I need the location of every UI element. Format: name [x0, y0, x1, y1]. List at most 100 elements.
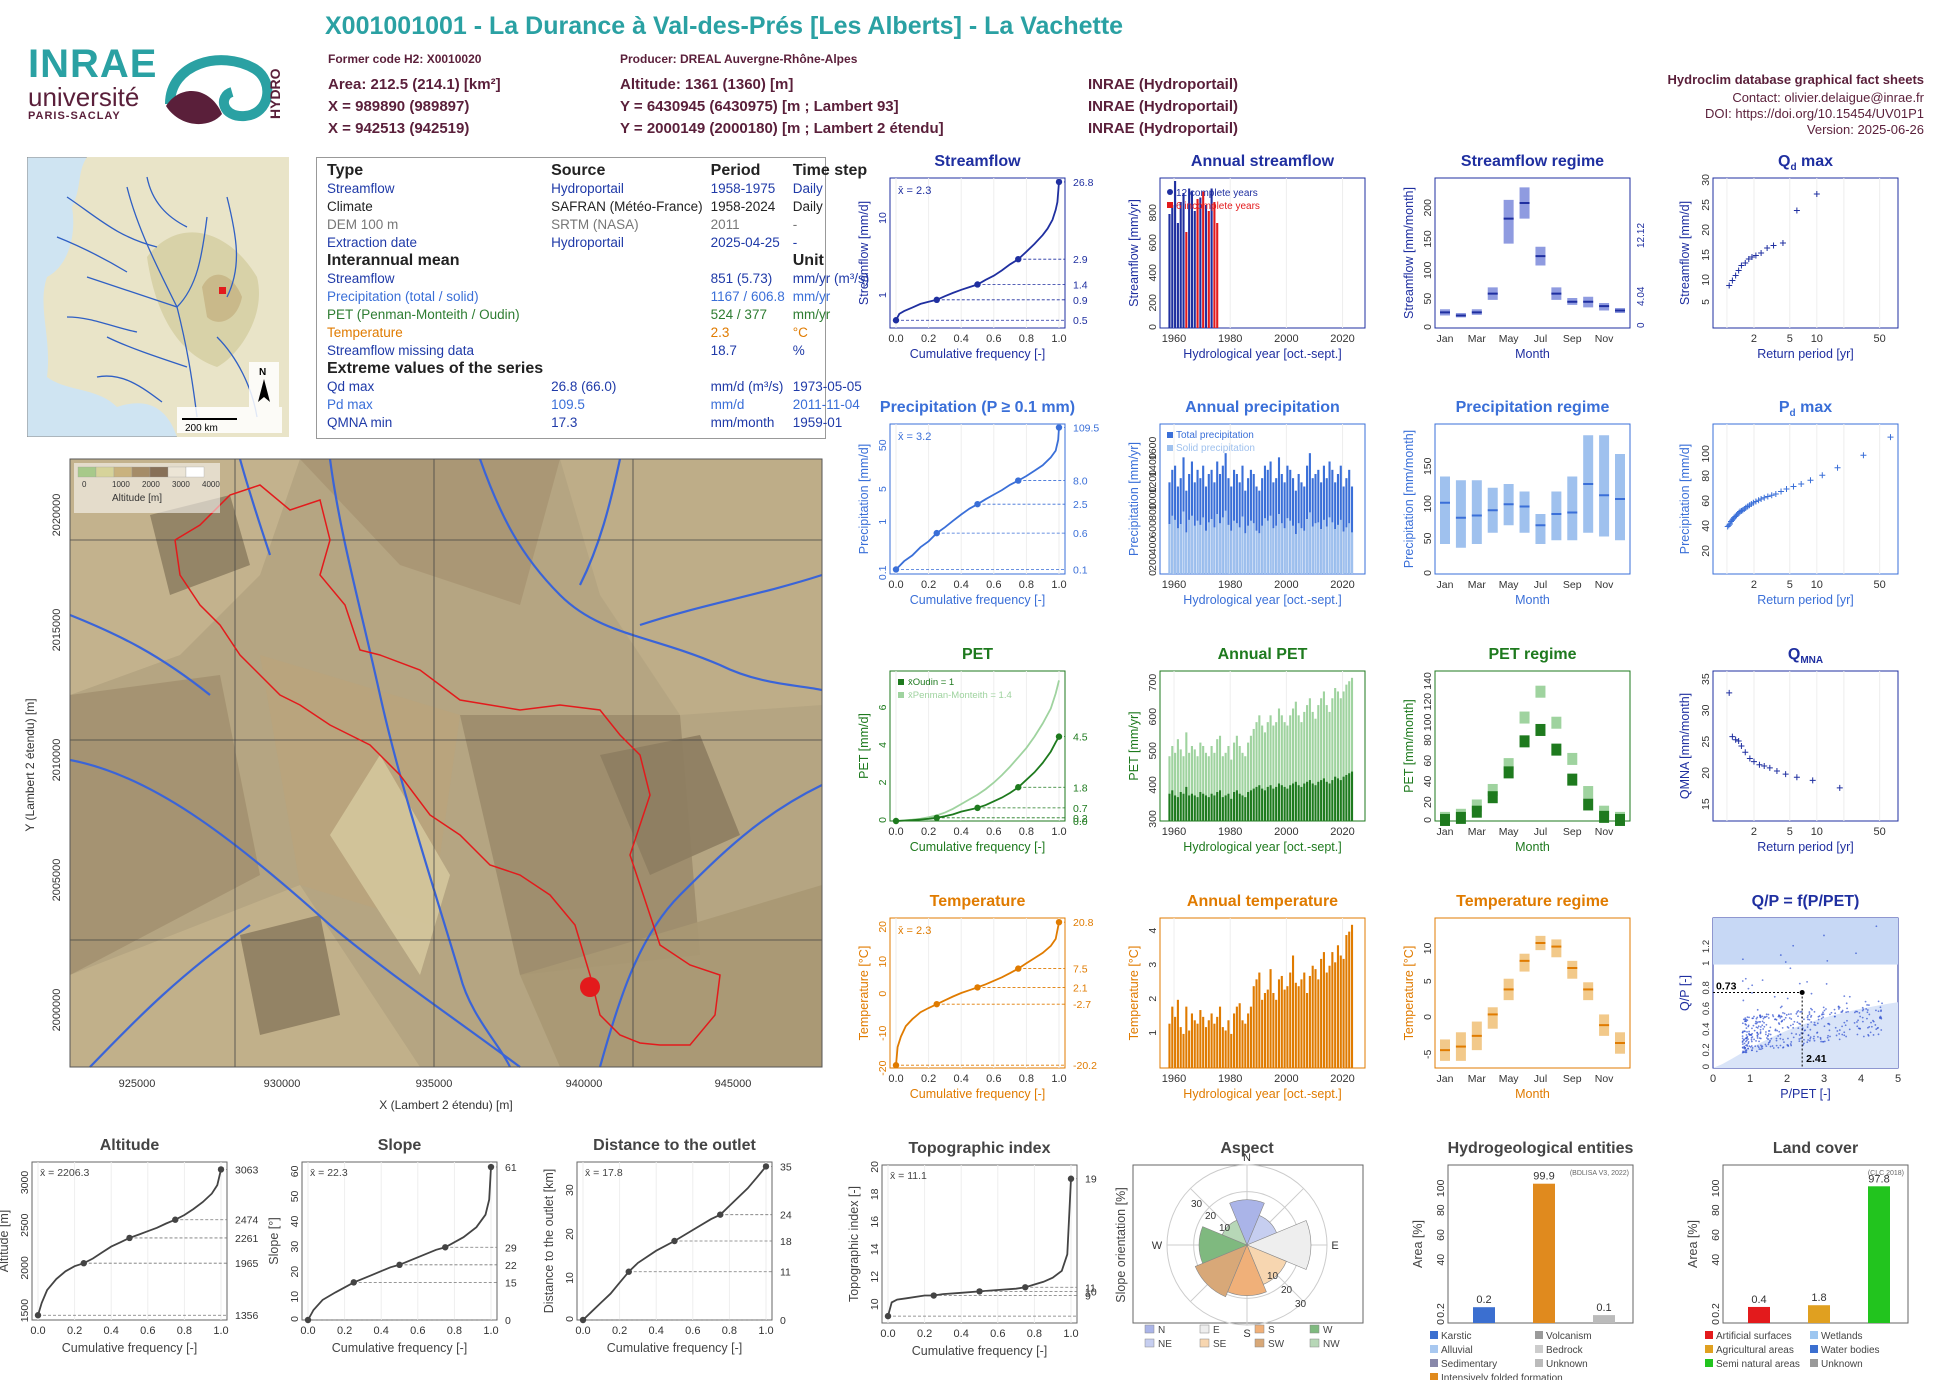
x-tick: 0.8 — [1019, 1073, 1034, 1085]
altitude-legend-swatch — [95, 466, 115, 478]
annual-bar — [1185, 232, 1188, 328]
y-tick: -10 — [877, 1025, 889, 1040]
annual-bar — [1202, 191, 1205, 328]
mean-row-cell: % — [792, 343, 805, 358]
annual-bar-solid — [1199, 524, 1202, 574]
daily-point — [1841, 1033, 1844, 1036]
annual-bar — [1213, 1023, 1216, 1068]
daily-point — [1833, 1008, 1836, 1011]
annual-bar-pm — [1235, 735, 1238, 821]
annual-bar-pm — [1193, 749, 1196, 821]
daily-point — [1782, 1011, 1784, 1014]
x-axis-label: Cumulative frequency [-] — [910, 593, 1045, 607]
chart-title: Land cover — [1773, 1140, 1858, 1157]
y-tick: 30 — [564, 1184, 576, 1196]
daily-point — [1747, 1024, 1750, 1027]
regime-box-pm — [1551, 716, 1562, 729]
y-tick: 80 — [1710, 1204, 1722, 1216]
y-tick: 0.6 — [1701, 1002, 1712, 1015]
daily-point — [1872, 1020, 1875, 1023]
annual-bar-solid — [1241, 516, 1244, 574]
quantile-marker — [762, 1163, 770, 1170]
annual-bar-total — [1317, 469, 1320, 574]
x-axis-label: Cumulative frequency [-] — [910, 1087, 1045, 1101]
annual-bar-solid — [1193, 525, 1196, 574]
x-tick: 1.0 — [1051, 333, 1066, 345]
daily-point — [1787, 1037, 1789, 1040]
quantile-marker — [974, 281, 981, 288]
annual-bar-oudin — [1306, 781, 1309, 821]
annual-bar — [1320, 958, 1323, 1068]
daily-point — [1796, 1011, 1799, 1013]
regime-box-oudin — [1583, 798, 1594, 811]
y-tick: 50 — [877, 439, 889, 451]
annual-bar-pm — [1336, 691, 1340, 821]
daily-point — [1785, 1014, 1788, 1016]
y-tick: 0 — [1422, 324, 1434, 330]
terrain-shade — [70, 675, 260, 975]
annual-bar — [1261, 999, 1264, 1068]
y-tick: -5 — [1422, 1050, 1434, 1059]
return-point — [1752, 498, 1759, 505]
plot-frame — [301, 1161, 498, 1321]
daily-point — [1803, 1018, 1805, 1021]
x-tick: 5 — [1895, 1073, 1901, 1085]
daily-point — [1759, 1028, 1762, 1031]
daily-point — [1788, 1017, 1791, 1019]
x-tick: 0.0 — [888, 826, 903, 838]
annual-bar-oudin — [1227, 793, 1230, 821]
daily-point — [1780, 1005, 1783, 1008]
river — [69, 613, 211, 696]
y-tick: 20 — [1422, 796, 1434, 808]
quantile-marker — [126, 1234, 133, 1242]
daily-point — [1843, 995, 1846, 998]
daily-point — [1768, 1029, 1771, 1032]
annual-bar-pm — [1179, 749, 1182, 821]
page-title: X001001001 - La Durance à Val-des-Prés [… — [325, 12, 1124, 40]
chart-title: Aspect — [1220, 1140, 1274, 1157]
producer: Producer: DREAL Auvergne-Rhône-Alpes — [620, 52, 858, 66]
category-bar — [1748, 1306, 1770, 1323]
category-bar — [1533, 1183, 1555, 1323]
curve — [307, 1166, 492, 1321]
annual-bar-oudin — [1202, 793, 1205, 821]
x-tick: 1980 — [1218, 579, 1242, 591]
regime-box-oudin — [1471, 805, 1482, 818]
daily-point — [1745, 1018, 1748, 1021]
y-axis-label: Streamflow [mm/d] — [857, 201, 871, 305]
quantile-marker — [625, 1268, 632, 1275]
return-point — [1758, 496, 1765, 502]
extreme-row-cell: mm/month — [710, 415, 775, 430]
annual-bar-pm — [1258, 715, 1261, 821]
daily-point — [1797, 1015, 1799, 1018]
daily-point — [1777, 1046, 1780, 1049]
annual-bar-oudin — [1204, 795, 1208, 821]
legend-label: Bedrock — [1546, 1345, 1584, 1356]
annual-bar — [1334, 962, 1337, 1068]
altitude-legend-tick: 4000 — [202, 480, 220, 489]
quantile-marker — [34, 1312, 42, 1319]
y-tick: 80 — [1422, 734, 1434, 746]
y-axis-label: Altitude [m] — [0, 1210, 11, 1273]
daily-point — [1786, 997, 1789, 1000]
daily-point — [1753, 1038, 1755, 1041]
daily-point — [1877, 1026, 1879, 1029]
y-tick: 14 — [869, 1243, 881, 1255]
return-point — [1773, 768, 1780, 774]
annual-bar-pm — [1342, 691, 1345, 821]
x-tick: Jan — [1437, 579, 1454, 591]
return-point — [1737, 508, 1744, 515]
x-tick: 2000 — [1274, 826, 1298, 838]
terrain-shade — [240, 915, 340, 1035]
annual-bar — [1263, 993, 1267, 1068]
annual-bar-oudin — [1277, 783, 1281, 821]
daily-point — [1798, 982, 1801, 985]
daily-point — [1844, 1024, 1847, 1027]
daily-point — [1827, 1039, 1830, 1042]
regime-box — [1551, 491, 1562, 541]
mean-row-cell: mm/yr — [792, 307, 831, 322]
daily-point — [1816, 1022, 1819, 1025]
daily-point — [1823, 1009, 1826, 1012]
extreme-row-cell: 1973-05-05 — [792, 379, 862, 394]
annual-bar — [1328, 965, 1331, 1068]
